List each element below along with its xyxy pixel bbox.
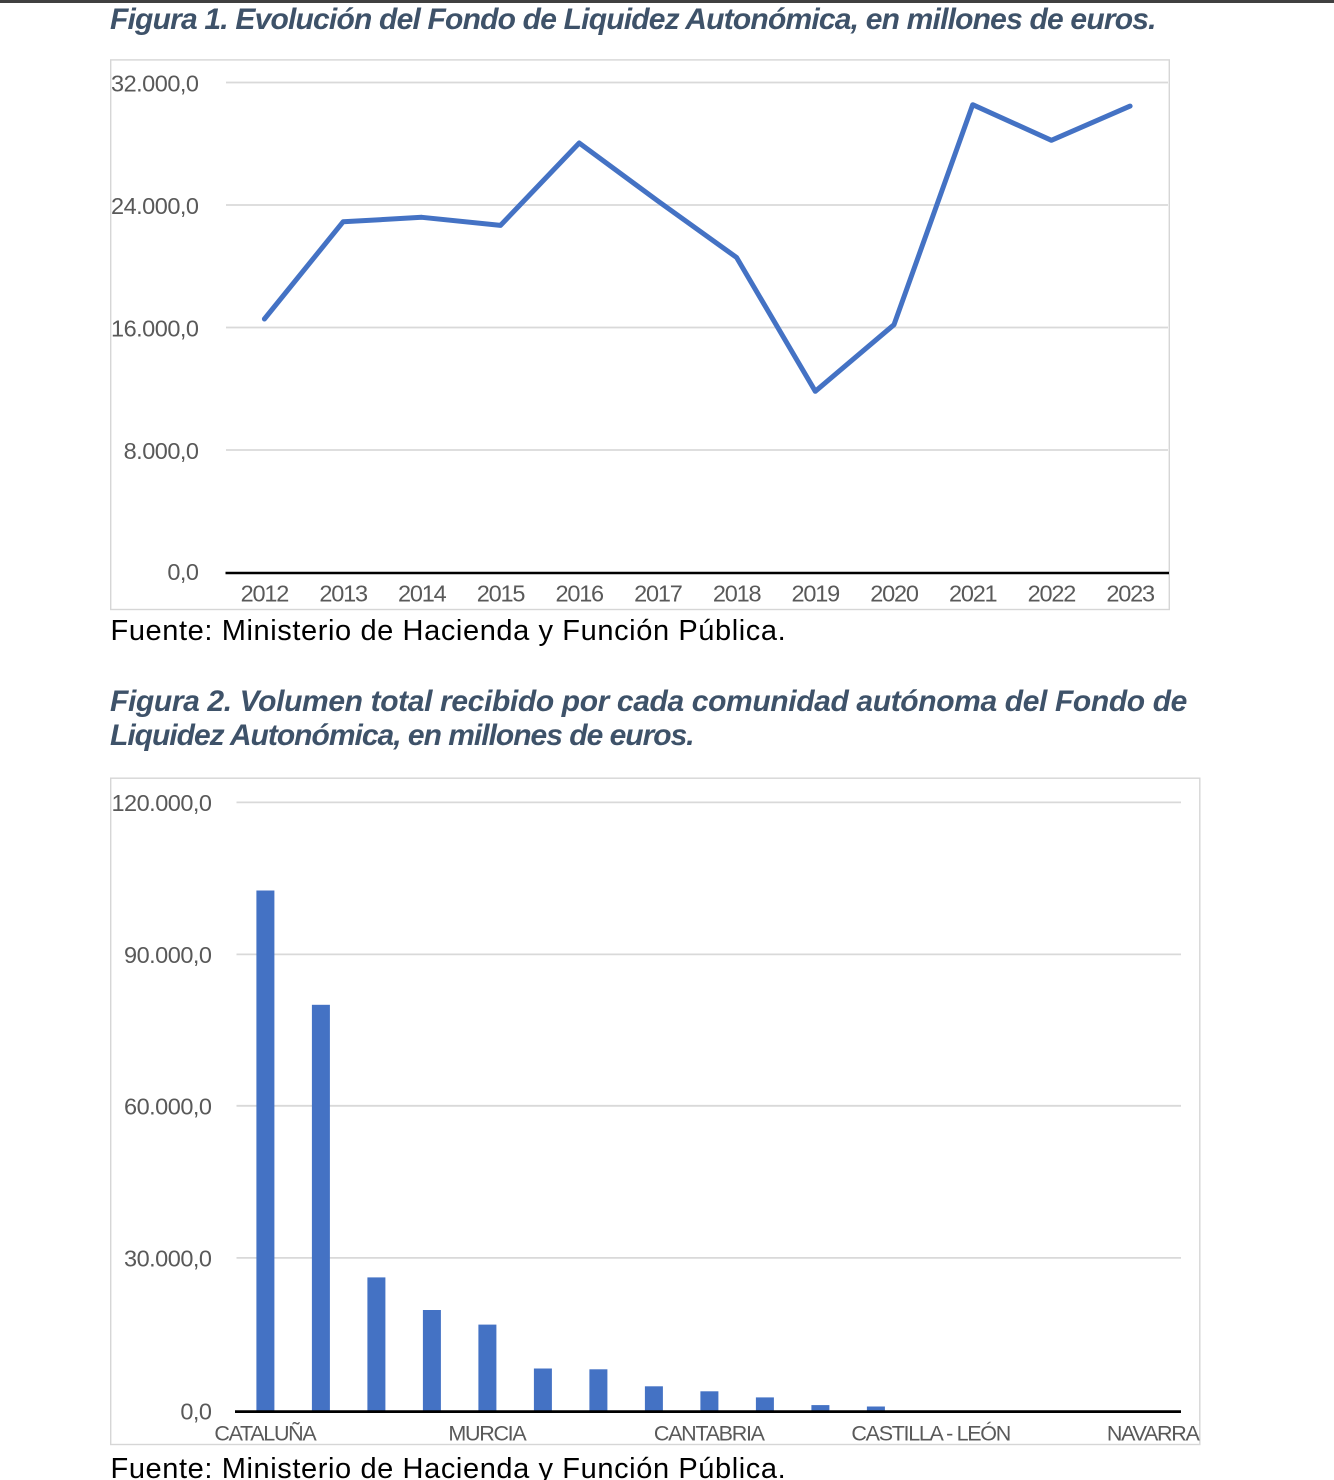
svg-text:2021: 2021: [949, 581, 997, 607]
svg-text:2023: 2023: [1106, 581, 1155, 607]
svg-text:0,0: 0,0: [180, 1399, 212, 1425]
svg-text:CATALUÑA: CATALUÑA: [214, 1421, 317, 1446]
svg-text:2022: 2022: [1028, 581, 1076, 607]
svg-text:2016: 2016: [555, 581, 604, 607]
svg-text:2017: 2017: [634, 581, 682, 607]
svg-text:Fuente: Ministerio de Hacienda: Fuente: Ministerio de Hacienda y Función…: [111, 615, 787, 647]
svg-text:120.000,0: 120.000,0: [111, 790, 211, 816]
svg-text:Liquidez Autonómica, en millon: Liquidez Autonómica, en millones de euro…: [110, 719, 694, 752]
svg-text:32.000,0: 32.000,0: [111, 70, 199, 96]
svg-text:8.000,0: 8.000,0: [124, 438, 199, 464]
svg-text:60.000,0: 60.000,0: [124, 1094, 212, 1120]
svg-text:2012: 2012: [241, 581, 289, 607]
svg-text:2020: 2020: [870, 581, 919, 607]
svg-text:2013: 2013: [319, 581, 368, 607]
svg-text:0,0: 0,0: [167, 559, 199, 585]
svg-text:Fuente: Ministerio de Hacienda: Fuente: Ministerio de Hacienda y Función…: [111, 1453, 787, 1480]
svg-text:2018: 2018: [713, 581, 762, 607]
svg-text:90.000,0: 90.000,0: [124, 942, 212, 968]
svg-text:2014: 2014: [398, 581, 447, 607]
svg-text:CANTABRIA: CANTABRIA: [654, 1422, 766, 1446]
svg-text:30.000,0: 30.000,0: [124, 1246, 212, 1272]
svg-text:CASTILLA - LEÓN: CASTILLA - LEÓN: [851, 1421, 1010, 1446]
svg-text:NAVARRA: NAVARRA: [1107, 1422, 1201, 1446]
svg-text:16.000,0: 16.000,0: [111, 315, 199, 341]
svg-text:MURCIA: MURCIA: [448, 1422, 527, 1446]
svg-text:24.000,0: 24.000,0: [111, 193, 199, 219]
svg-text:Figura 1. Evolución del Fondo: Figura 1. Evolución del Fondo de Liquide…: [110, 3, 1156, 36]
svg-text:Figura 2. Volumen total recibi: Figura 2. Volumen total recibido por cad…: [110, 685, 1187, 718]
svg-text:2015: 2015: [477, 581, 526, 607]
svg-text:2019: 2019: [792, 581, 840, 607]
